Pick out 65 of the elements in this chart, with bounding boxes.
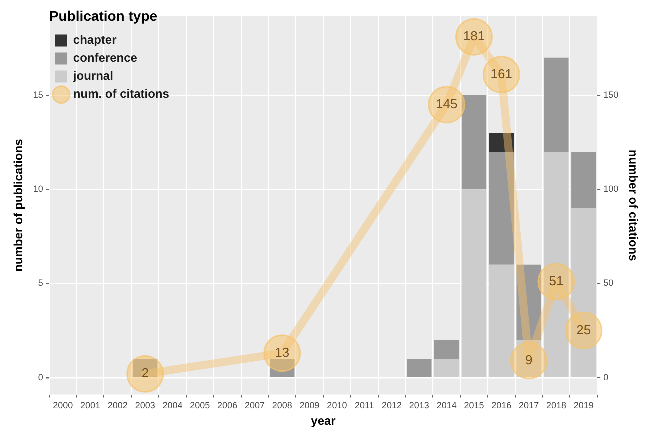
x-tick-label: 2003: [135, 400, 156, 411]
data-label: 161: [490, 66, 513, 82]
y-tick-label: 10: [33, 184, 44, 194]
x-tick-label: 2017: [519, 400, 540, 411]
bar: [133, 359, 158, 378]
x-tick-label: 2013: [409, 400, 430, 411]
x-tick-label: 2010: [327, 400, 348, 411]
y-tick-label: 15: [33, 90, 44, 100]
x-tick-label: 2008: [272, 400, 292, 411]
bar: [434, 340, 460, 360]
x-tick-label: 2001: [80, 400, 101, 411]
legend-label: journal: [72, 69, 114, 84]
x-tick-label: 2015: [464, 400, 484, 411]
x-tick-label: 2006: [218, 400, 238, 411]
legend-label: conference: [73, 51, 138, 66]
point: [126, 355, 164, 393]
data-label: 181: [463, 28, 486, 44]
x-tick-label: 2002: [108, 400, 128, 411]
bar: [270, 359, 295, 378]
bar: [516, 340, 542, 378]
bar: [544, 152, 569, 378]
y2-tick-label: 50: [604, 278, 614, 288]
x-tick-label: 2004: [162, 400, 183, 411]
data-label: 9: [525, 352, 533, 368]
y2-tick-label: 100: [604, 184, 619, 194]
x-tick-label: 2009: [300, 400, 320, 411]
bar: [489, 133, 514, 152]
point: [565, 312, 603, 350]
data-label: 145: [436, 96, 458, 112]
y-axis-title: number of publications: [12, 138, 26, 272]
bar: [407, 359, 432, 378]
point: [510, 342, 548, 380]
y2-tick-label: 150: [604, 90, 619, 100]
bar: [544, 58, 569, 152]
x-tick-label: 2005: [190, 400, 210, 411]
legend-label: num. of citations: [73, 87, 170, 102]
bar: [489, 264, 514, 378]
x-tick-label: 2011: [354, 400, 374, 411]
x-tick-label: 2012: [382, 400, 402, 411]
x-tick-label: 2007: [244, 400, 265, 411]
bar: [434, 359, 460, 378]
x-tick-label: 2000: [53, 400, 74, 411]
data-label: 51: [549, 273, 564, 288]
y2-axis-title: number of citations: [626, 150, 640, 262]
y2-tick-label: 0: [604, 372, 609, 382]
legend-label: chapter: [73, 33, 118, 48]
legend-title: Publication type: [49, 8, 158, 24]
x-tick-label: 2019: [574, 400, 594, 411]
bar: [462, 190, 487, 378]
data-label: 13: [275, 344, 290, 360]
data-label: 25: [576, 322, 592, 338]
bar: [516, 264, 542, 340]
data-label: 2: [142, 366, 149, 381]
y-tick-label: 5: [38, 278, 44, 288]
x-tick-label: 2018: [546, 400, 566, 411]
x-tick-label: 2016: [492, 400, 512, 411]
point: [264, 334, 302, 372]
y-tick-label: 0: [38, 372, 44, 382]
bar: [572, 152, 596, 208]
point: [538, 263, 576, 301]
x-tick-label: 2014: [436, 400, 457, 411]
bar: [462, 95, 487, 190]
bar: [489, 152, 514, 265]
bar: [572, 208, 596, 378]
x-axis-title: year: [311, 414, 336, 428]
